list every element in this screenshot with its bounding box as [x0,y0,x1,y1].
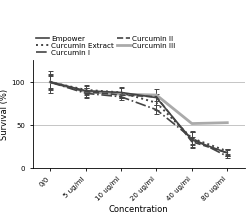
X-axis label: Concentration: Concentration [109,205,168,214]
Legend: Empower, Curcumin Extract, Curcumin I, Curcumin II, Curcumin III: Empower, Curcumin Extract, Curcumin I, C… [36,35,175,56]
Y-axis label: Survival (%): Survival (%) [0,89,8,140]
